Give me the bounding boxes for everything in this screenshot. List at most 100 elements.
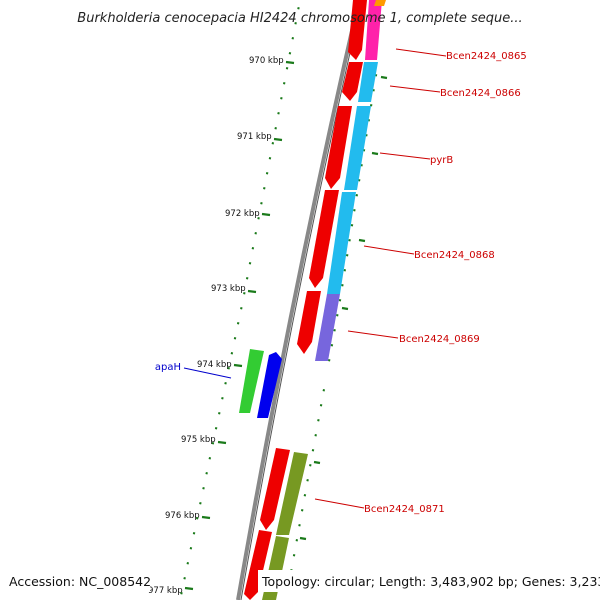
feature-tick	[299, 536, 307, 541]
minor-tick-dot	[274, 127, 277, 130]
minor-tick-dot	[280, 97, 283, 100]
cog-bar-magenta	[365, 0, 382, 60]
minor-tick-dot	[243, 292, 246, 295]
minor-tick-dot	[294, 22, 297, 25]
cds-arrow	[325, 106, 352, 189]
minor-tick-dot	[245, 277, 249, 280]
minor-tick-dot	[322, 389, 326, 392]
minor-tick-dot	[327, 359, 331, 362]
minor-tick-dot	[263, 187, 266, 190]
minor-tick-dot	[199, 502, 202, 505]
gene-labels: Bcen2424_0865 Bcen2424_0866 pyrB Bcen2424_0…	[155, 48, 527, 515]
minor-tick-dot	[186, 562, 190, 565]
gene-leader-line	[183, 367, 232, 379]
kbp-tick-label: 977 kbp	[148, 586, 183, 596]
cds-arrow-green	[239, 349, 264, 413]
chromosome-backbone	[236, 0, 361, 600]
cog-bar-purple	[315, 294, 340, 361]
gene-leader-line	[389, 85, 441, 93]
minor-tick-dot	[330, 344, 334, 347]
cds-arrow	[342, 62, 363, 101]
topology-text: Topology: circular; Length: 3,483,902 bp…	[261, 574, 600, 589]
chromosome-backbone-shadow	[240, 0, 363, 600]
minor-tick-dot	[353, 209, 356, 212]
kbp-tick-mark	[217, 440, 227, 445]
gene-label: pyrB	[430, 155, 453, 166]
minor-tick-dot	[336, 314, 339, 317]
topology-bg	[258, 570, 596, 592]
minor-tick-dot	[224, 382, 227, 385]
minor-tick-dot	[343, 269, 347, 272]
feature-tick	[358, 238, 366, 243]
cds-arrow	[348, 0, 367, 60]
kbp-tick-label: 976 kbp	[165, 511, 200, 521]
gene-leader-line	[395, 48, 447, 57]
kbp-tick-label: 974 kbp	[197, 360, 232, 370]
accession-text: Accession: NC_008542	[9, 574, 151, 589]
minor-tick-dot	[317, 419, 320, 422]
kbp-tick-mark	[261, 212, 271, 217]
minor-tick-dot	[292, 554, 296, 557]
kbp-ticks: 970 kbp 971 kbp 972 kbp 973 kbp 974 kbp 975 k…	[148, 56, 295, 596]
gene-label: Bcen2424_0871	[364, 504, 445, 515]
minor-tick-dot	[285, 67, 289, 70]
minor-tick-dot	[192, 532, 196, 535]
minor-tick-dot	[183, 577, 186, 580]
gene-label: Bcen2424_0865	[446, 51, 527, 62]
minor-tick-dot	[295, 539, 299, 542]
minor-tick-dot	[248, 262, 252, 265]
kbp-tick-label: 971 kbp	[237, 132, 272, 142]
gene-leader-line	[314, 498, 365, 509]
minor-tick-dot	[297, 7, 300, 10]
minor-tick-dot	[257, 217, 260, 220]
minor-tick-dot	[260, 202, 263, 205]
gene-label: Bcen2424_0866	[440, 88, 521, 99]
feature-tick	[380, 75, 388, 80]
minor-tick-dot	[236, 322, 240, 325]
cds-arrow	[244, 530, 272, 600]
minor-tick-dot	[218, 412, 221, 415]
minor-tick-dot	[195, 517, 199, 520]
gene-label: Bcen2424_0869	[399, 334, 480, 345]
feature-tick	[313, 460, 321, 465]
minor-tick-dot	[233, 337, 237, 340]
gene-features	[239, 0, 386, 600]
minor-tick-dot	[205, 472, 208, 475]
kbp-tick-mark	[273, 137, 283, 142]
kbp-tick-mark	[285, 60, 295, 65]
cog-bar-cyan	[344, 106, 371, 190]
gene-label: apaH	[155, 362, 181, 373]
minor-tick-dot	[345, 254, 349, 257]
map-title: Burkholderia cenocepacia HI2424 chromoso…	[77, 11, 522, 26]
minor-tick-dot	[265, 172, 269, 175]
minor-tick-dot	[221, 397, 224, 400]
minor-tick-dot	[309, 464, 312, 467]
kbp-tick-label: 973 kbp	[211, 284, 246, 294]
minor-tick-dot	[240, 307, 243, 310]
cds-arrow	[297, 291, 321, 354]
kbp-tick-label: 970 kbp	[249, 56, 284, 66]
minor-tick-dot	[251, 247, 255, 250]
cds-arrow	[309, 190, 339, 288]
kbp-tick-label: 972 kbp	[225, 209, 260, 219]
minor-tick-dot	[202, 487, 205, 490]
kbp-tick-mark	[184, 586, 194, 591]
kbp-tick-label: 975 kbp	[181, 435, 216, 445]
minor-tick-dot	[300, 509, 304, 512]
minor-tick-dot	[311, 449, 315, 452]
minor-tick-dot	[268, 157, 272, 160]
cog-bar-cyan	[327, 192, 356, 294]
minor-tick-dot	[277, 112, 280, 115]
minor-tick-dot	[271, 142, 275, 145]
kbp-tick-mark	[247, 289, 257, 294]
kbp-tick-mark	[233, 363, 243, 368]
minor-tick-dot	[282, 82, 286, 85]
minor-tick-dot	[189, 547, 193, 550]
minor-tick-dot	[298, 524, 301, 527]
minor-tick-dot	[230, 352, 234, 355]
minor-tick-dot	[214, 427, 218, 430]
gene-leader-line	[379, 152, 431, 160]
minor-tick-dot	[211, 442, 215, 445]
